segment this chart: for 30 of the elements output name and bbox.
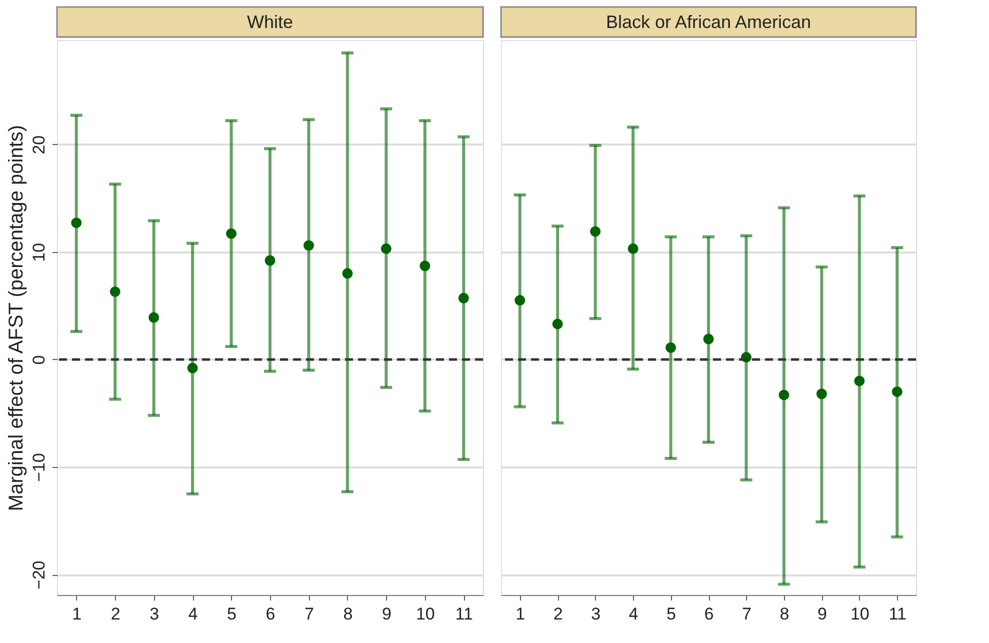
y-axis-title: Marginal effect of AFST (percentage points) [6, 124, 28, 512]
x-tick-label: 6 [266, 604, 276, 624]
x-tick-label: 9 [382, 604, 392, 624]
x-tick-label: 1 [72, 604, 82, 624]
x-tick-label: 6 [704, 604, 714, 624]
chart-title: White [246, 12, 294, 32]
chart-title: Black or African American [606, 12, 812, 32]
y-tick-label: −10 [30, 453, 48, 482]
x-tick-label: 3 [591, 604, 601, 624]
y-tick-label: 10 [30, 242, 48, 262]
x-tick-label: 1 [516, 604, 526, 624]
x-tick-label: 8 [780, 604, 790, 624]
x-tick-label: 2 [110, 604, 120, 624]
y-tick-label: −20 [30, 560, 48, 590]
x-tick-label: 5 [227, 604, 237, 624]
x-tick-label: 10 [416, 604, 435, 624]
x-tick-label: 11 [455, 604, 473, 624]
y-tick-label: 0 [30, 355, 48, 365]
x-tick-label: 8 [343, 604, 353, 624]
x-tick-label: 9 [817, 604, 827, 624]
x-tick-label: 4 [188, 604, 198, 624]
x-tick-label: 7 [742, 604, 752, 624]
x-tick-label: 7 [304, 604, 314, 624]
x-tick-label: 3 [150, 604, 160, 624]
x-tick-label: 5 [666, 604, 676, 624]
x-tick-label: 10 [850, 604, 870, 624]
x-tick-label: 11 [888, 604, 906, 624]
y-tick-label: 20 [30, 135, 48, 154]
x-tick-label: 2 [553, 604, 563, 624]
x-tick-label: 4 [628, 604, 638, 624]
